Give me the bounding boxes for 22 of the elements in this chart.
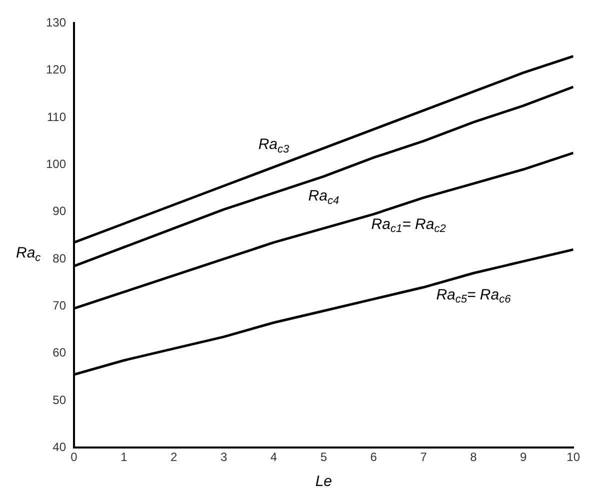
y-tick-label: 50: [52, 392, 66, 407]
y-tick-label: 90: [52, 204, 66, 218]
y-tick-label: 130: [46, 16, 66, 30]
y-tick-label: 60: [52, 346, 66, 360]
x-tick-label: 8: [470, 450, 478, 464]
y-tick-label: 120: [46, 62, 66, 77]
x-tick-label: 2: [170, 450, 178, 464]
y-tick-label: 80: [52, 251, 66, 266]
y-tick-label: 110: [46, 110, 66, 124]
y-tick-label: 70: [52, 298, 66, 312]
x-tick-label: 3: [220, 450, 228, 464]
x-tick-label: 0: [70, 450, 78, 464]
x-tick-label: 4: [270, 450, 278, 464]
x-axis-title: Le: [315, 473, 332, 490]
x-tick-label: 9: [520, 450, 528, 464]
x-tick-label: 5: [320, 450, 328, 464]
y-tick-label: 100: [46, 156, 66, 171]
y-tick-label: 40: [52, 440, 66, 454]
x-tick-label: 7: [420, 450, 428, 464]
x-tick-label: 6: [370, 450, 378, 464]
x-tick-label: 1: [120, 450, 128, 464]
x-tick-label: 10: [566, 450, 580, 464]
